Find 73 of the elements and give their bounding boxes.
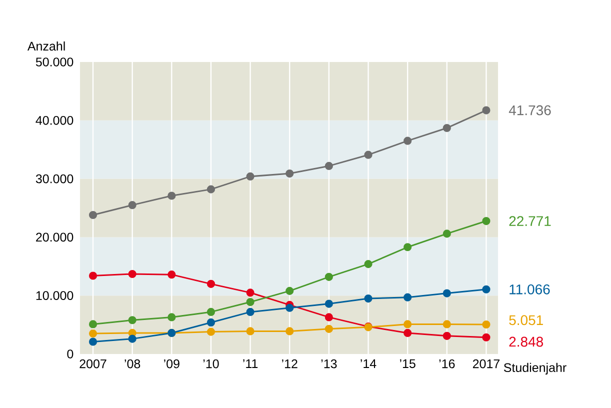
point (324, 272, 333, 281)
x-axis-title: Studienjahr (504, 362, 566, 375)
point (324, 324, 333, 333)
point (128, 270, 136, 278)
y-axis-title: Anzahl (27, 41, 65, 51)
point (88, 330, 98, 338)
data-label: 11.066 (510, 284, 550, 294)
data-label: 5.051 (509, 315, 543, 326)
data-label: 41.736 (508, 105, 551, 116)
point (128, 316, 136, 324)
point (442, 320, 451, 328)
point (128, 334, 136, 343)
point (404, 136, 412, 145)
x-tick-label: ’10 (203, 359, 219, 368)
point (364, 294, 372, 303)
point (246, 172, 254, 181)
y-tick-label: 0 (67, 350, 74, 358)
point (442, 332, 451, 340)
y-tick-label: 40.000 (36, 116, 74, 125)
point (482, 106, 490, 114)
data-label: 2.848 (509, 336, 544, 347)
point (364, 150, 372, 159)
point (442, 124, 451, 132)
point (286, 327, 294, 336)
point (286, 304, 294, 312)
point (404, 243, 412, 252)
point (404, 320, 412, 328)
point (88, 320, 98, 328)
point (128, 201, 136, 210)
point (482, 320, 490, 329)
point (324, 162, 333, 170)
point (482, 216, 490, 226)
point (246, 298, 254, 306)
x-tick-label: ’13 (321, 359, 337, 368)
point (206, 280, 216, 288)
point (324, 313, 333, 322)
x-tick-label: ’08 (124, 359, 140, 368)
point (168, 270, 176, 279)
point (286, 169, 294, 178)
point (286, 286, 294, 295)
point (442, 230, 451, 238)
x-tick-label: ’11 (243, 359, 258, 368)
point (206, 185, 216, 194)
data-label: 22.771 (509, 216, 551, 226)
y-tick-label: 30.000 (36, 174, 74, 184)
point (404, 293, 412, 302)
point (88, 210, 98, 220)
point (404, 328, 412, 338)
point (246, 327, 254, 336)
point (246, 308, 254, 316)
y-tick-label: 20.000 (36, 232, 74, 242)
point (364, 260, 372, 268)
point (168, 313, 176, 322)
x-tick-label: 2007 (80, 359, 106, 368)
x-tick-label: ’15 (400, 359, 416, 368)
point (206, 308, 216, 316)
x-tick-label: 2017 (472, 359, 500, 368)
point (246, 288, 254, 297)
point (206, 318, 216, 327)
x-tick-label: ’14 (360, 359, 376, 368)
y-tick-label: 50.000 (36, 58, 74, 66)
point (168, 192, 176, 200)
point (482, 285, 490, 294)
x-tick-label: ’09 (164, 359, 180, 368)
x-tick-label: ’16 (439, 359, 455, 368)
point (88, 272, 98, 280)
point (88, 338, 98, 346)
point (442, 289, 451, 298)
x-tick-label: ’12 (282, 359, 298, 368)
point (482, 333, 490, 342)
point (206, 328, 216, 336)
y-tick-label: 10.000 (36, 291, 74, 300)
point (324, 300, 333, 308)
